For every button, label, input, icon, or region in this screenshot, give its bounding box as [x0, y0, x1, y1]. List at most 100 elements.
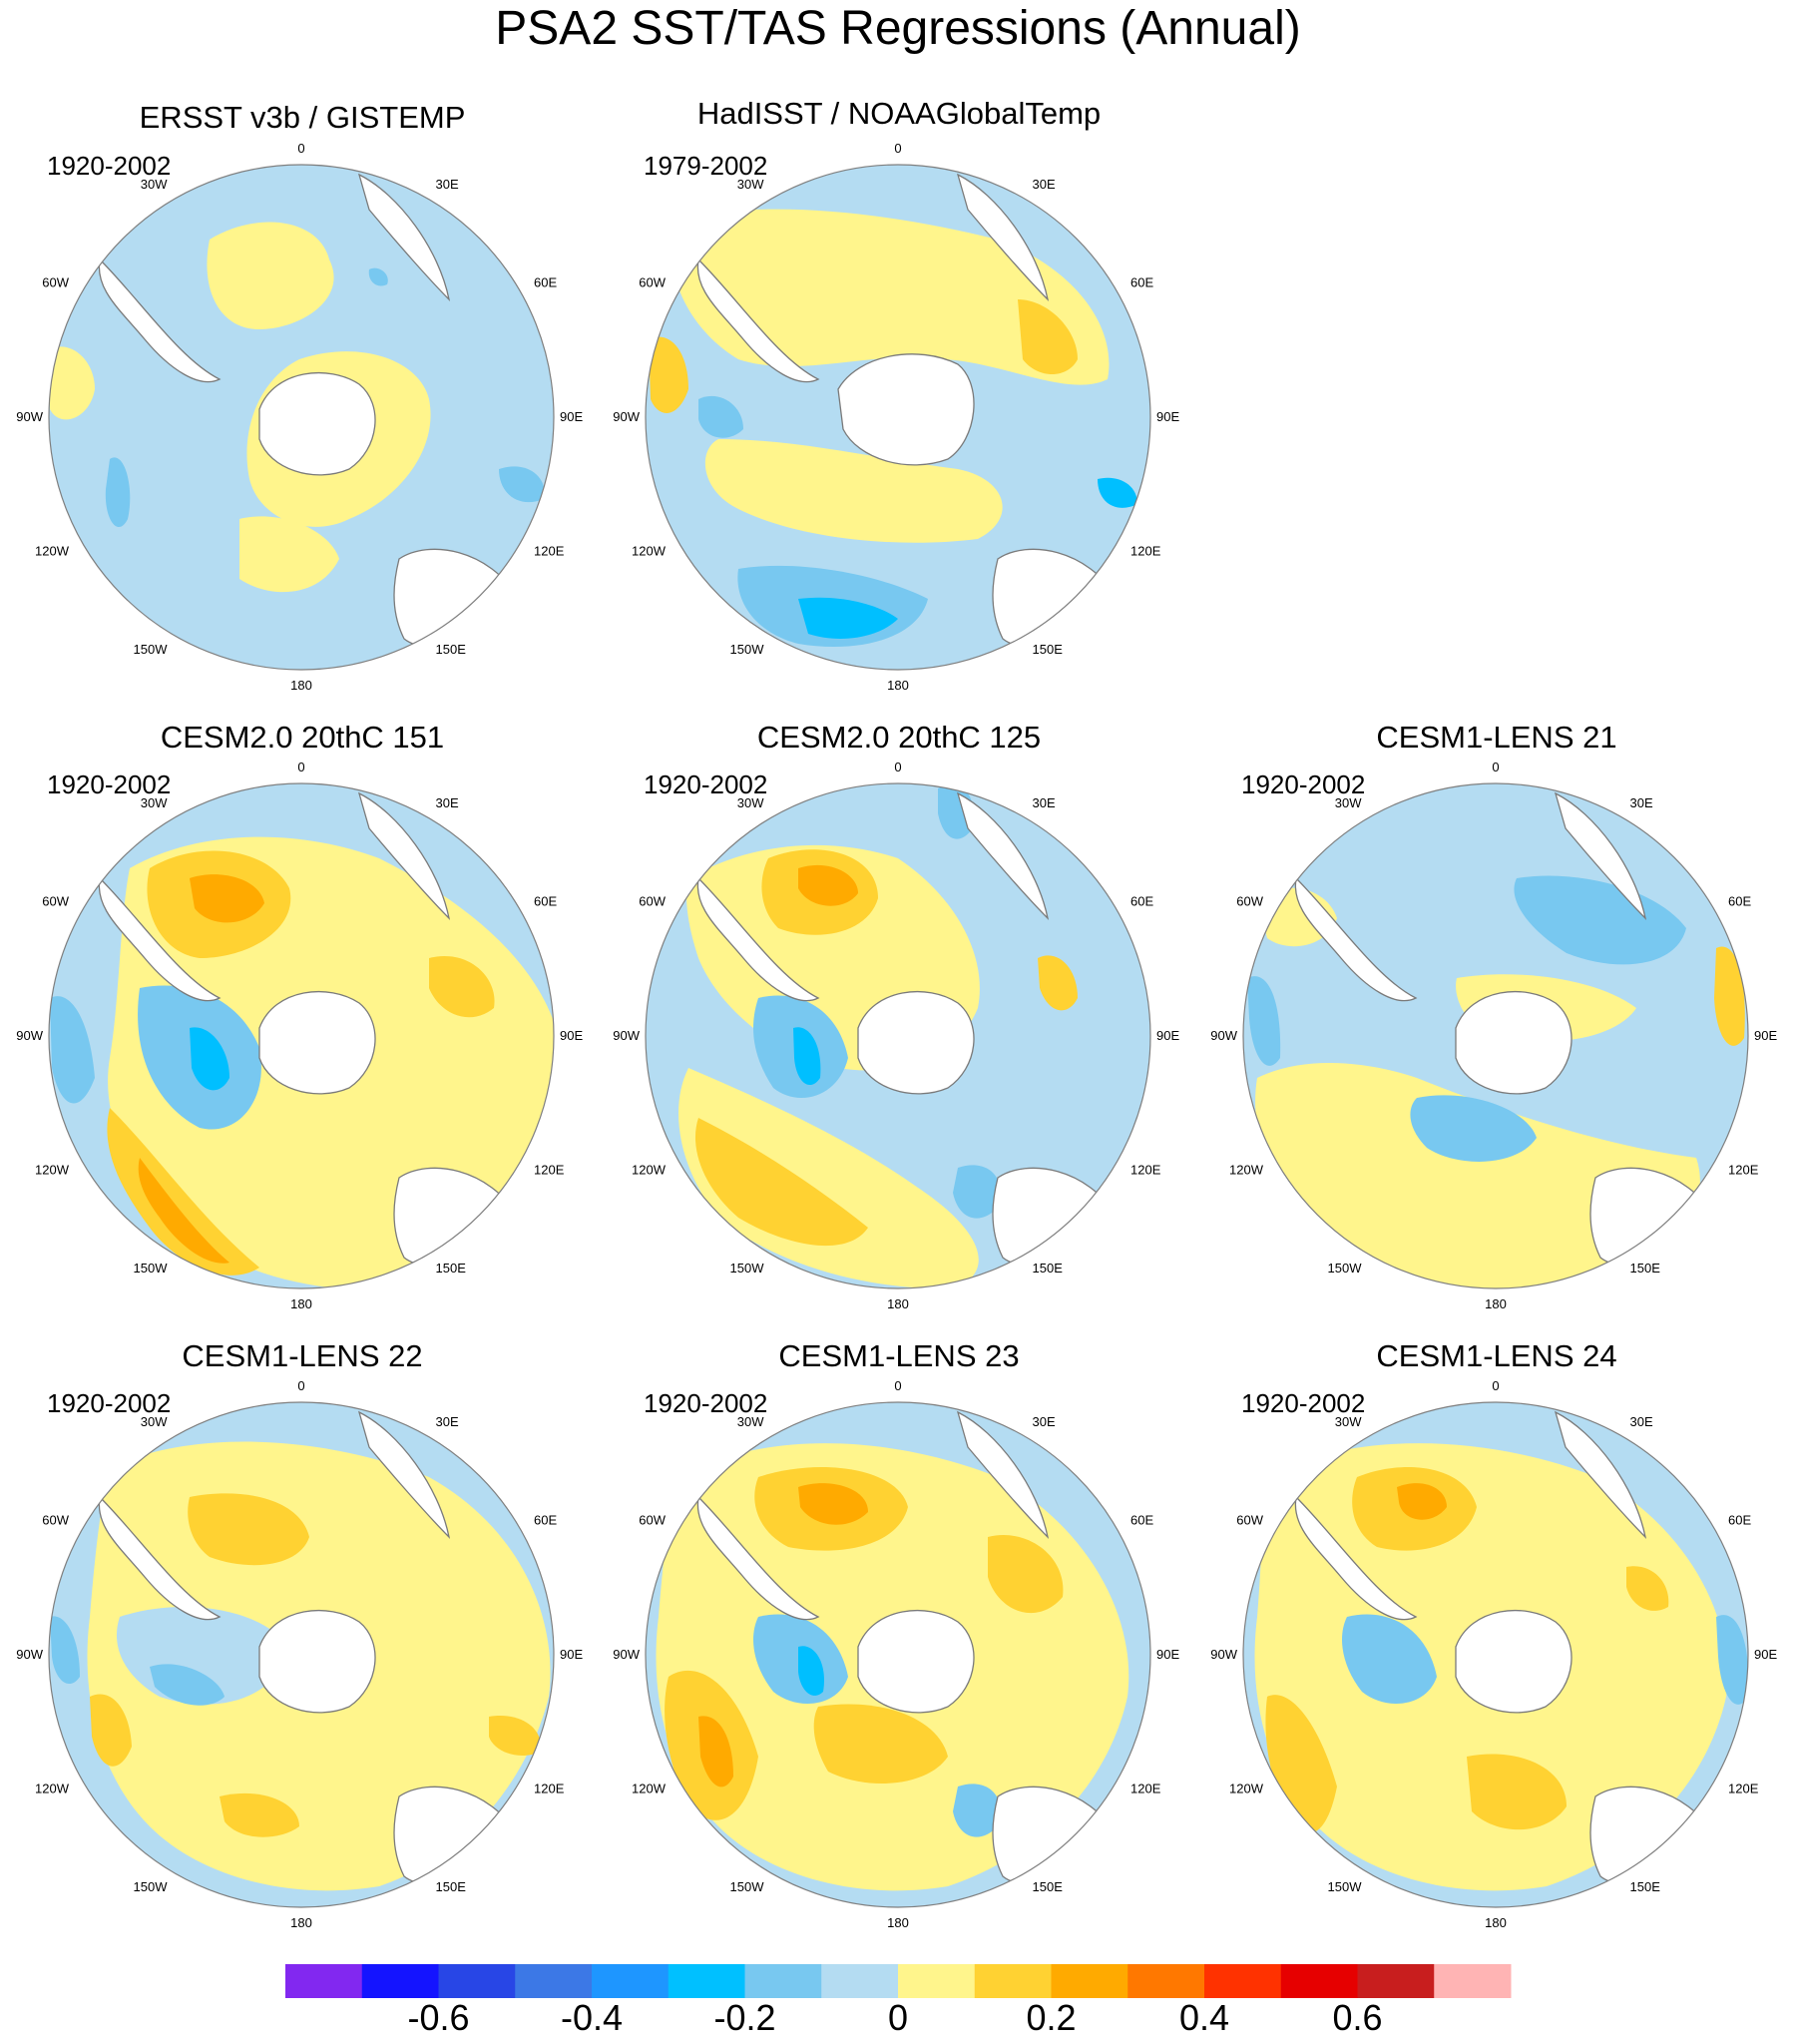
- longitude-label: 120W: [1229, 1782, 1264, 1796]
- panel-period-ersst: 1920-2002: [47, 151, 172, 181]
- longitude-label: 90W: [613, 1028, 640, 1043]
- warm-anomaly: [672, 209, 1110, 385]
- antarctica-land: [258, 991, 376, 1095]
- warm-anomaly: [1714, 946, 1745, 1046]
- cool-anomaly: [798, 1646, 824, 1696]
- panel-period-cesm2-151: 1920-2002: [47, 769, 172, 799]
- map-rim: [48, 782, 555, 1289]
- africa-land: [956, 173, 1050, 301]
- south-america-land: [696, 876, 820, 1002]
- longitude-label: 90E: [560, 1028, 583, 1043]
- longitude-label: 30E: [1033, 177, 1056, 192]
- longitude-label: 90W: [1210, 1647, 1237, 1662]
- panel-title-cesm2-125: CESM2.0 20thC 125: [756, 720, 1042, 755]
- warm-anomaly: [678, 1068, 979, 1288]
- map-rim: [1242, 782, 1749, 1289]
- colorbar-swatch: [821, 1964, 899, 1998]
- colorbar-swatch: [898, 1964, 976, 1998]
- longitude-label: 30E: [436, 795, 459, 810]
- africa-land: [1554, 791, 1647, 920]
- colorbar-swatch: [1357, 1964, 1435, 1998]
- colorbar: [285, 1964, 1512, 1998]
- longitude-label: 60W: [42, 275, 69, 290]
- warm-anomaly: [190, 874, 264, 923]
- cool-anomaly: [50, 996, 95, 1104]
- warm-anomaly: [90, 1694, 132, 1767]
- longitude-label: 60E: [1130, 275, 1153, 290]
- south-america-land: [1294, 1495, 1418, 1621]
- longitude-label: 120E: [1728, 1163, 1759, 1178]
- south-america-land: [98, 1495, 222, 1621]
- longitude-label: 60W: [639, 1513, 666, 1528]
- longitude-label: 180: [1485, 1915, 1507, 1930]
- cool-anomaly: [50, 1616, 80, 1685]
- warm-anomaly: [188, 1493, 309, 1566]
- africa-land: [956, 1410, 1050, 1539]
- africa-land: [357, 1410, 451, 1539]
- longitude-label: 150E: [436, 1261, 467, 1276]
- colorbar-swatch: [668, 1964, 745, 1998]
- map-panel-ersst: [49, 165, 554, 670]
- longitude-label: 30E: [1630, 1414, 1653, 1429]
- antarctica-land: [1455, 1610, 1572, 1714]
- longitude-label: 60E: [534, 1513, 557, 1528]
- panel-period-lens-24: 1920-2002: [1241, 1388, 1366, 1418]
- warm-anomaly: [988, 1535, 1064, 1614]
- longitude-label: 30E: [436, 177, 459, 192]
- longitude-label: 30E: [436, 1414, 459, 1429]
- cool-anomaly: [793, 1027, 821, 1086]
- longitude-label: 60E: [534, 275, 557, 290]
- longitude-label: 60E: [1728, 1513, 1751, 1528]
- antarctica-land: [857, 991, 975, 1095]
- map-rim: [1242, 1401, 1749, 1908]
- map-panel-hadisst: [646, 165, 1150, 670]
- longitude-label: 180: [290, 1296, 312, 1311]
- longitude-label: 150E: [1630, 1261, 1661, 1276]
- longitude-label: 180: [290, 678, 312, 693]
- warm-anomaly: [1255, 1063, 1700, 1288]
- longitude-label: 120W: [1229, 1163, 1264, 1178]
- colorbar-swatch: [744, 1964, 822, 1998]
- longitude-label: 120E: [1130, 544, 1161, 559]
- cool-anomaly: [1342, 1614, 1437, 1704]
- warm-anomaly: [813, 1704, 948, 1784]
- map-panel-cesm2-125: [646, 783, 1150, 1288]
- longitude-label: 120W: [632, 544, 667, 559]
- south-america-land: [696, 257, 820, 383]
- warm-anomaly: [1038, 955, 1078, 1011]
- longitude-label: 120E: [534, 1782, 565, 1796]
- colorbar-swatch: [361, 1964, 439, 1998]
- longitude-label: 30E: [1033, 1414, 1056, 1429]
- colorbar-tick-label: 0: [887, 1997, 909, 2038]
- africa-land: [357, 173, 451, 301]
- longitude-label: 0: [894, 141, 901, 156]
- panel-title-lens-22: CESM1-LENS 22: [182, 1338, 423, 1373]
- longitude-label: 30W: [141, 1414, 168, 1429]
- map-panel-lens-24: [1243, 1402, 1748, 1907]
- longitude-label: 0: [894, 1378, 901, 1393]
- longitude-label: 30W: [737, 177, 764, 192]
- longitude-label: 120W: [35, 544, 70, 559]
- longitude-label: 0: [297, 141, 304, 156]
- map-rim: [645, 1401, 1151, 1908]
- colorbar-tick-label: 0.4: [1178, 1997, 1230, 2038]
- map-panel-lens-21: [1243, 783, 1748, 1288]
- longitude-label: 180: [887, 1296, 909, 1311]
- longitude-label: 120E: [534, 1163, 565, 1178]
- longitude-label: 180: [290, 1915, 312, 1930]
- panel-title-ersst: ERSST v3b / GISTEMP: [139, 100, 466, 135]
- map-panel-cesm2-151: [49, 783, 554, 1288]
- cool-anomaly: [798, 597, 898, 639]
- longitude-label: 150E: [1033, 642, 1064, 657]
- longitude-labels: 0 30E 60E 90E 120E 150E 180 150W 120W 90W 60W 30W 0 3…: [16, 141, 1777, 1930]
- longitude-label: 0: [297, 760, 304, 774]
- warm-anomaly: [207, 222, 334, 329]
- map-panel-lens-23: [646, 1402, 1150, 1907]
- map-rim: [645, 782, 1151, 1289]
- warm-anomaly: [704, 439, 1003, 543]
- longitude-label: 60W: [1236, 1513, 1263, 1528]
- warm-anomaly: [1397, 1483, 1447, 1520]
- colorbar-tick-label: -0.2: [713, 1997, 776, 2038]
- longitude-label: 150W: [730, 1879, 765, 1894]
